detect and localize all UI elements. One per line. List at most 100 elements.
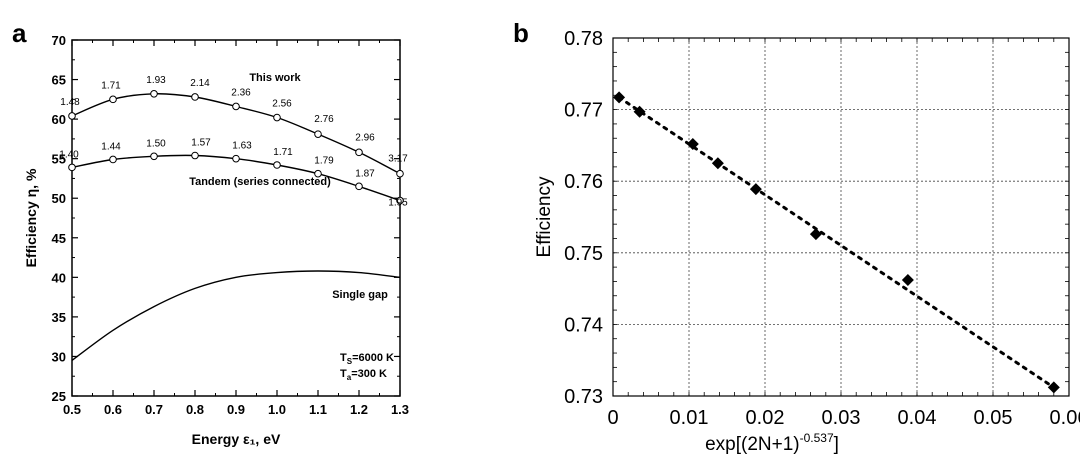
chart-a-y-tick-label: 70	[52, 33, 66, 48]
chart-a-x-tick-label: 0.8	[186, 402, 204, 417]
chart-b-data-point	[711, 157, 724, 170]
chart-a-point-label: 2.56	[272, 99, 292, 110]
chart-a-y-tick-label: 25	[52, 389, 66, 404]
chart-a: 0.5 0.6 0.7 0.8 0.9 1.0 1.1 1.2 1.3 25 30 35 40 45 50…	[23, 33, 409, 447]
chart-a-x-tick-label: 1.3	[391, 402, 409, 417]
chart-a-point-label: 1.71	[101, 80, 121, 91]
chart-a-x-label: Energy ε₁, eV	[192, 431, 281, 447]
chart-a-x-tick-label: 0.7	[145, 402, 163, 417]
chart-a-data-point	[68, 112, 76, 120]
chart-a-point-label: 1.79	[314, 156, 334, 167]
chart-b-x-tick-label: 0.05	[974, 407, 1013, 429]
series-label-this-work: This work	[249, 72, 301, 84]
chart-a-data-point	[273, 113, 281, 122]
chart-b-fit-line-path	[617, 95, 1056, 389]
chart-a-data-point	[191, 151, 199, 160]
chart-a-x-tick-label: 0.9	[227, 402, 245, 417]
chart-b-x-label: exp[(2N+1)-0.537]	[705, 431, 839, 455]
temperature-ambient: Ta=300 K	[340, 368, 387, 382]
chart-b-grid	[612, 37, 1070, 397]
chart-b-x-tick-label: 0.06	[1050, 407, 1080, 429]
chart-a-data-point	[109, 95, 117, 104]
chart-a-y-tick-label: 65	[52, 73, 66, 88]
chart-b: 00.010.020.030.040.050.06 0.730.740.750.…	[534, 28, 1080, 455]
chart-b-y-ticks: 0.73 0.74 0.75 0.76 0.77 0.78	[564, 28, 1069, 408]
chart-a-data-point	[355, 182, 363, 191]
chart-a-point-label: 1.71	[273, 147, 293, 158]
chart-a-data-point	[150, 89, 158, 98]
chart-b-x-tick-label: 0	[607, 407, 618, 429]
chart-b-points	[613, 91, 1060, 394]
chart-b-y-tick-label: 0.78	[564, 28, 603, 50]
chart-a-data-point	[68, 163, 76, 172]
chart-b-data-point	[686, 137, 699, 150]
chart-a-point-label: 1.44	[101, 141, 121, 152]
chart-a-series-line	[71, 270, 401, 361]
temperature-sun: TS=6000 K	[340, 352, 394, 366]
chart-a-point-label: 1.57	[191, 138, 211, 149]
panel-label-a: a	[12, 18, 27, 48]
chart-a-point-label: 2.96	[355, 132, 375, 143]
chart-a-x-tick-label: 0.6	[104, 402, 122, 417]
chart-b-x-tick-label: 0.02	[746, 407, 785, 429]
chart-a-point-label: 2.76	[314, 114, 334, 125]
chart-a-point-label: 1.50	[146, 138, 166, 149]
chart-a-point-label: 2.36	[231, 87, 251, 98]
chart-a-point-label: 1.63	[232, 141, 252, 152]
chart-a-point-label: 1.95	[388, 198, 408, 209]
chart-b-data-point	[633, 105, 646, 118]
chart-a-point-label: 1.93	[146, 75, 166, 86]
chart-b-data-point	[749, 183, 762, 196]
chart-a-y-ticks: 25 30 35 40 45 50 55 60 65 70	[52, 33, 400, 404]
series-label-single-gap: Single gap	[332, 289, 388, 301]
chart-a-y-tick-label: 50	[52, 191, 66, 206]
chart-a-y-label: Efficiency η, %	[23, 168, 39, 267]
chart-b-x-ticks: 0 0.01 0.02 0.03 0.04 0.05 0.06	[607, 38, 1080, 429]
chart-b-data-point	[809, 228, 822, 241]
chart-a-y-tick-label: 35	[52, 310, 66, 325]
chart-a-x-tick-label: 1.2	[350, 402, 368, 417]
chart-a-data-point	[150, 152, 158, 161]
chart-a-point-label: 3.17	[388, 154, 408, 165]
chart-a-point-label: 1.87	[355, 168, 375, 179]
chart-a-data-point	[396, 169, 404, 178]
chart-a-data-point	[314, 130, 322, 138]
series-label-tandem: Tandem (series connected)	[189, 176, 331, 188]
chart-a-data-point	[273, 161, 281, 169]
chart-a-point-label: 1.40	[59, 149, 79, 160]
chart-b-data-point	[901, 274, 914, 287]
chart-a-x-tick-label: 0.5	[63, 402, 81, 417]
chart-b-data-point	[613, 91, 626, 104]
panel-label-b: b	[513, 18, 529, 48]
chart-a-data-point	[355, 148, 363, 157]
chart-a-y-tick-label: 45	[52, 231, 66, 246]
chart-a-x-tick-label: 1.1	[309, 402, 327, 417]
chart-b-y-tick-label: 0.73	[564, 386, 603, 408]
chart-a-point-label: 2.14	[190, 78, 210, 89]
chart-a-data-point	[191, 93, 199, 101]
chart-b-y-label: Efficiency	[534, 176, 555, 257]
chart-a-x-ticks: 0.5 0.6 0.7 0.8 0.9 1.0 1.1 1.2 1.3	[63, 40, 409, 417]
chart-a-y-tick-label: 30	[52, 349, 66, 364]
chart-b-data-point	[1047, 381, 1060, 394]
chart-a-data-point	[314, 169, 322, 178]
chart-a-data-point	[232, 154, 240, 163]
chart-a-y-tick-label: 60	[52, 112, 66, 127]
chart-b-x-tick-label: 0.03	[822, 407, 861, 429]
chart-b-x-tick-label: 0.04	[898, 407, 937, 429]
chart-b-y-tick-label: 0.76	[564, 171, 603, 193]
chart-b-y-tick-label: 0.77	[564, 100, 603, 122]
chart-a-data-point	[396, 196, 404, 205]
chart-a-y-tick-label: 55	[52, 152, 66, 167]
chart-a-y-tick-label: 40	[52, 270, 66, 285]
chart-b-y-tick-label: 0.75	[564, 243, 603, 265]
chart-a-data-point	[109, 155, 117, 164]
chart-a-point-label: 1.48	[60, 97, 80, 108]
chart-a-series: 1.48 1.71 1.93 2.14 2.36 2.56 2.76 2.96 3.17 1.40…	[59, 75, 408, 361]
chart-b-x-tick-label: 0.01	[670, 407, 709, 429]
chart-b-y-tick-label: 0.74	[564, 314, 603, 336]
chart-a-data-point	[232, 102, 240, 111]
chart-b-fit-line	[617, 95, 1056, 389]
chart-a-x-tick-label: 1.0	[268, 402, 286, 417]
